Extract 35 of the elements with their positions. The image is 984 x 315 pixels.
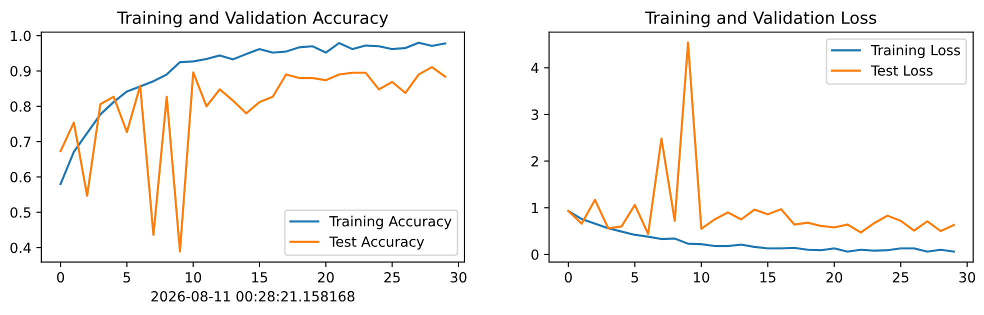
legend-label: Training Loss (870, 44, 960, 58)
x-tick-label: 25 (892, 272, 908, 283)
x-tick-label: 5 (631, 272, 638, 283)
y-tick-label: 1.0 (11, 30, 31, 42)
chart-title: Training and Validation Loss (645, 11, 876, 28)
y-tick-label: 0.6 (10, 172, 31, 182)
x-tick-label: 30 (959, 272, 976, 283)
line-series (567, 210, 955, 253)
legend-label: Test Loss (870, 65, 933, 76)
x-tick-label: 25 (384, 272, 400, 283)
y-tick-label: 1 (532, 202, 538, 214)
y-tick-label: 0.7 (10, 136, 30, 148)
y-tick-label: 0.4 (10, 242, 31, 254)
line-series (60, 42, 446, 186)
y-tick-label: 0 (531, 249, 538, 260)
y-tick-label: 3 (532, 109, 538, 120)
y-tick-label: 0.8 (10, 101, 31, 112)
x-axis-title: 2026-08-11 00:28:21.158168 (151, 291, 354, 302)
x-tick-label: 30 (450, 272, 466, 283)
chart-title: Training and Validation Accuracy (117, 11, 388, 28)
x-tick-label: 0 (564, 272, 572, 283)
x-tick-label: 0 (57, 272, 64, 283)
y-tick-label: 2 (532, 156, 538, 166)
x-tick-label: 10 (694, 272, 710, 283)
x-tick-label: 15 (252, 272, 268, 283)
legend-label: Test Accuracy (329, 236, 424, 250)
legend-label: Training Accuracy (329, 216, 452, 230)
x-tick-label: 20 (826, 272, 842, 283)
x-tick-label: 15 (760, 272, 776, 283)
y-tick-label: 0.5 (10, 207, 30, 218)
x-tick-label: 20 (318, 272, 334, 283)
y-tick-label: 0.9 (10, 66, 31, 76)
y-tick-label: 4 (531, 62, 539, 74)
x-tick-label: 10 (186, 272, 202, 283)
x-tick-label: 5 (124, 272, 130, 283)
